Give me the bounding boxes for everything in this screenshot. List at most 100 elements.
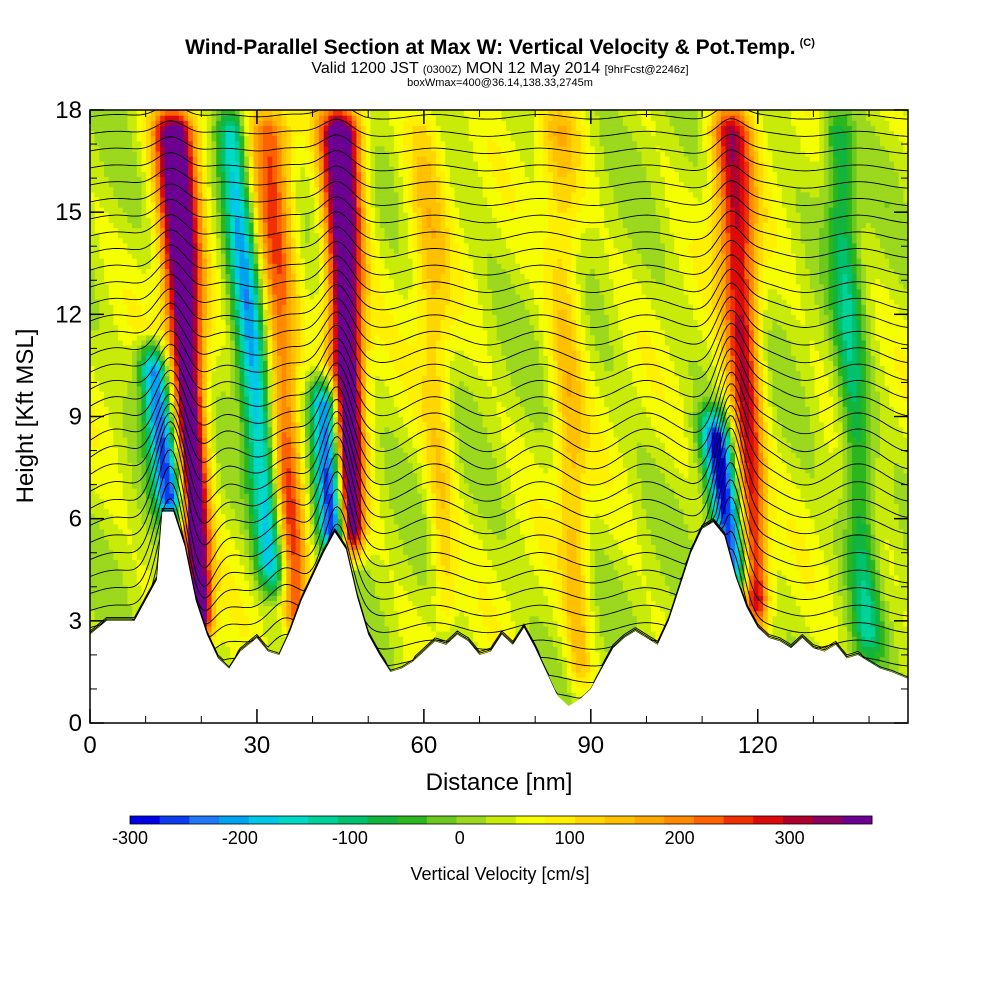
velocity-cell bbox=[562, 667, 567, 673]
velocity-cell bbox=[113, 590, 118, 596]
velocity-cell bbox=[539, 636, 544, 642]
velocity-cell bbox=[796, 524, 801, 530]
velocity-cell bbox=[614, 600, 619, 606]
velocity-cell bbox=[450, 529, 455, 535]
velocity-cell bbox=[455, 514, 460, 520]
velocity-cell bbox=[399, 539, 404, 545]
velocity-cell bbox=[235, 595, 240, 601]
velocity-cell bbox=[571, 503, 576, 509]
velocity-cell bbox=[651, 626, 656, 632]
velocity-cell bbox=[637, 519, 642, 525]
velocity-cell bbox=[394, 616, 399, 622]
velocity-cell bbox=[642, 514, 647, 520]
velocity-cell bbox=[384, 600, 389, 606]
velocity-cell bbox=[366, 616, 371, 622]
velocity-cell bbox=[571, 580, 576, 586]
velocity-cell bbox=[847, 544, 852, 550]
velocity-cell bbox=[665, 524, 670, 530]
velocity-cell bbox=[800, 534, 805, 540]
velocity-cell bbox=[646, 524, 651, 530]
velocity-cell bbox=[413, 626, 418, 632]
velocity-cell bbox=[847, 519, 852, 525]
velocity-cell bbox=[492, 519, 497, 525]
velocity-cell bbox=[623, 565, 628, 571]
velocity-cell bbox=[300, 549, 305, 555]
velocity-cell bbox=[240, 590, 245, 596]
velocity-cell bbox=[637, 575, 642, 581]
velocity-cell bbox=[427, 616, 432, 622]
velocity-cell bbox=[487, 585, 492, 591]
velocity-cell bbox=[282, 488, 287, 494]
velocity-cell bbox=[441, 611, 446, 617]
velocity-cell bbox=[263, 590, 268, 596]
velocity-cell bbox=[656, 488, 661, 494]
velocity-cell bbox=[889, 514, 894, 520]
velocity-cell bbox=[286, 575, 291, 581]
velocity-cell bbox=[829, 519, 834, 525]
velocity-cell bbox=[557, 529, 562, 535]
velocity-cell bbox=[637, 488, 642, 494]
velocity-cell bbox=[113, 493, 118, 499]
velocity-cell bbox=[815, 606, 820, 612]
velocity-cell bbox=[852, 539, 857, 545]
velocity-cell bbox=[843, 503, 848, 509]
velocity-cell bbox=[637, 529, 642, 535]
velocity-cell bbox=[562, 560, 567, 566]
velocity-cell bbox=[557, 646, 562, 652]
velocity-cell bbox=[665, 600, 670, 606]
velocity-cell bbox=[417, 524, 422, 530]
velocity-cell bbox=[763, 524, 768, 530]
velocity-cell bbox=[581, 524, 586, 530]
velocity-cell bbox=[698, 508, 703, 514]
velocity-cell bbox=[829, 493, 834, 499]
velocity-cell bbox=[455, 534, 460, 540]
velocity-cell bbox=[829, 636, 834, 642]
velocity-cell bbox=[543, 519, 548, 525]
velocity-cell bbox=[852, 616, 857, 622]
velocity-cell bbox=[632, 570, 637, 576]
velocity-cell bbox=[272, 616, 277, 622]
velocity-cell bbox=[417, 616, 422, 622]
velocity-cell bbox=[595, 600, 600, 606]
velocity-cell bbox=[796, 503, 801, 509]
velocity-cell bbox=[571, 606, 576, 612]
velocity-cell bbox=[758, 590, 763, 596]
velocity-cell bbox=[861, 493, 866, 499]
velocity-cell bbox=[469, 488, 474, 494]
velocity-cell bbox=[777, 549, 782, 555]
velocity-cell bbox=[567, 534, 572, 540]
velocity-cell bbox=[763, 503, 768, 509]
velocity-cell bbox=[240, 621, 245, 627]
velocity-cell bbox=[595, 575, 600, 581]
velocity-cell bbox=[702, 493, 707, 499]
velocity-cell bbox=[198, 508, 203, 514]
velocity-cell bbox=[338, 488, 343, 494]
velocity-cell bbox=[562, 646, 567, 652]
velocity-cell bbox=[459, 514, 464, 520]
velocity-cell bbox=[585, 641, 590, 647]
velocity-cell bbox=[567, 692, 572, 698]
velocity-cell bbox=[857, 575, 862, 581]
velocity-cell bbox=[567, 529, 572, 535]
velocity-cell bbox=[852, 514, 857, 520]
velocity-cell bbox=[786, 606, 791, 612]
velocity-cell bbox=[543, 549, 548, 555]
velocity-cell bbox=[137, 519, 142, 525]
velocity-cell bbox=[614, 616, 619, 622]
velocity-cell bbox=[595, 636, 600, 642]
velocity-cell bbox=[254, 560, 259, 566]
velocity-cell bbox=[478, 616, 483, 622]
velocity-cell bbox=[473, 585, 478, 591]
velocity-cell bbox=[277, 641, 282, 647]
velocity-cell bbox=[104, 565, 109, 571]
velocity-cell bbox=[216, 519, 221, 525]
velocity-cell bbox=[670, 529, 675, 535]
velocity-cell bbox=[525, 600, 530, 606]
velocity-cell bbox=[772, 585, 777, 591]
velocity-cell bbox=[567, 667, 572, 673]
velocity-cell bbox=[169, 488, 174, 494]
velocity-cell bbox=[576, 585, 581, 591]
velocity-cell bbox=[847, 616, 852, 622]
velocity-cell bbox=[422, 565, 427, 571]
velocity-cell bbox=[258, 575, 263, 581]
